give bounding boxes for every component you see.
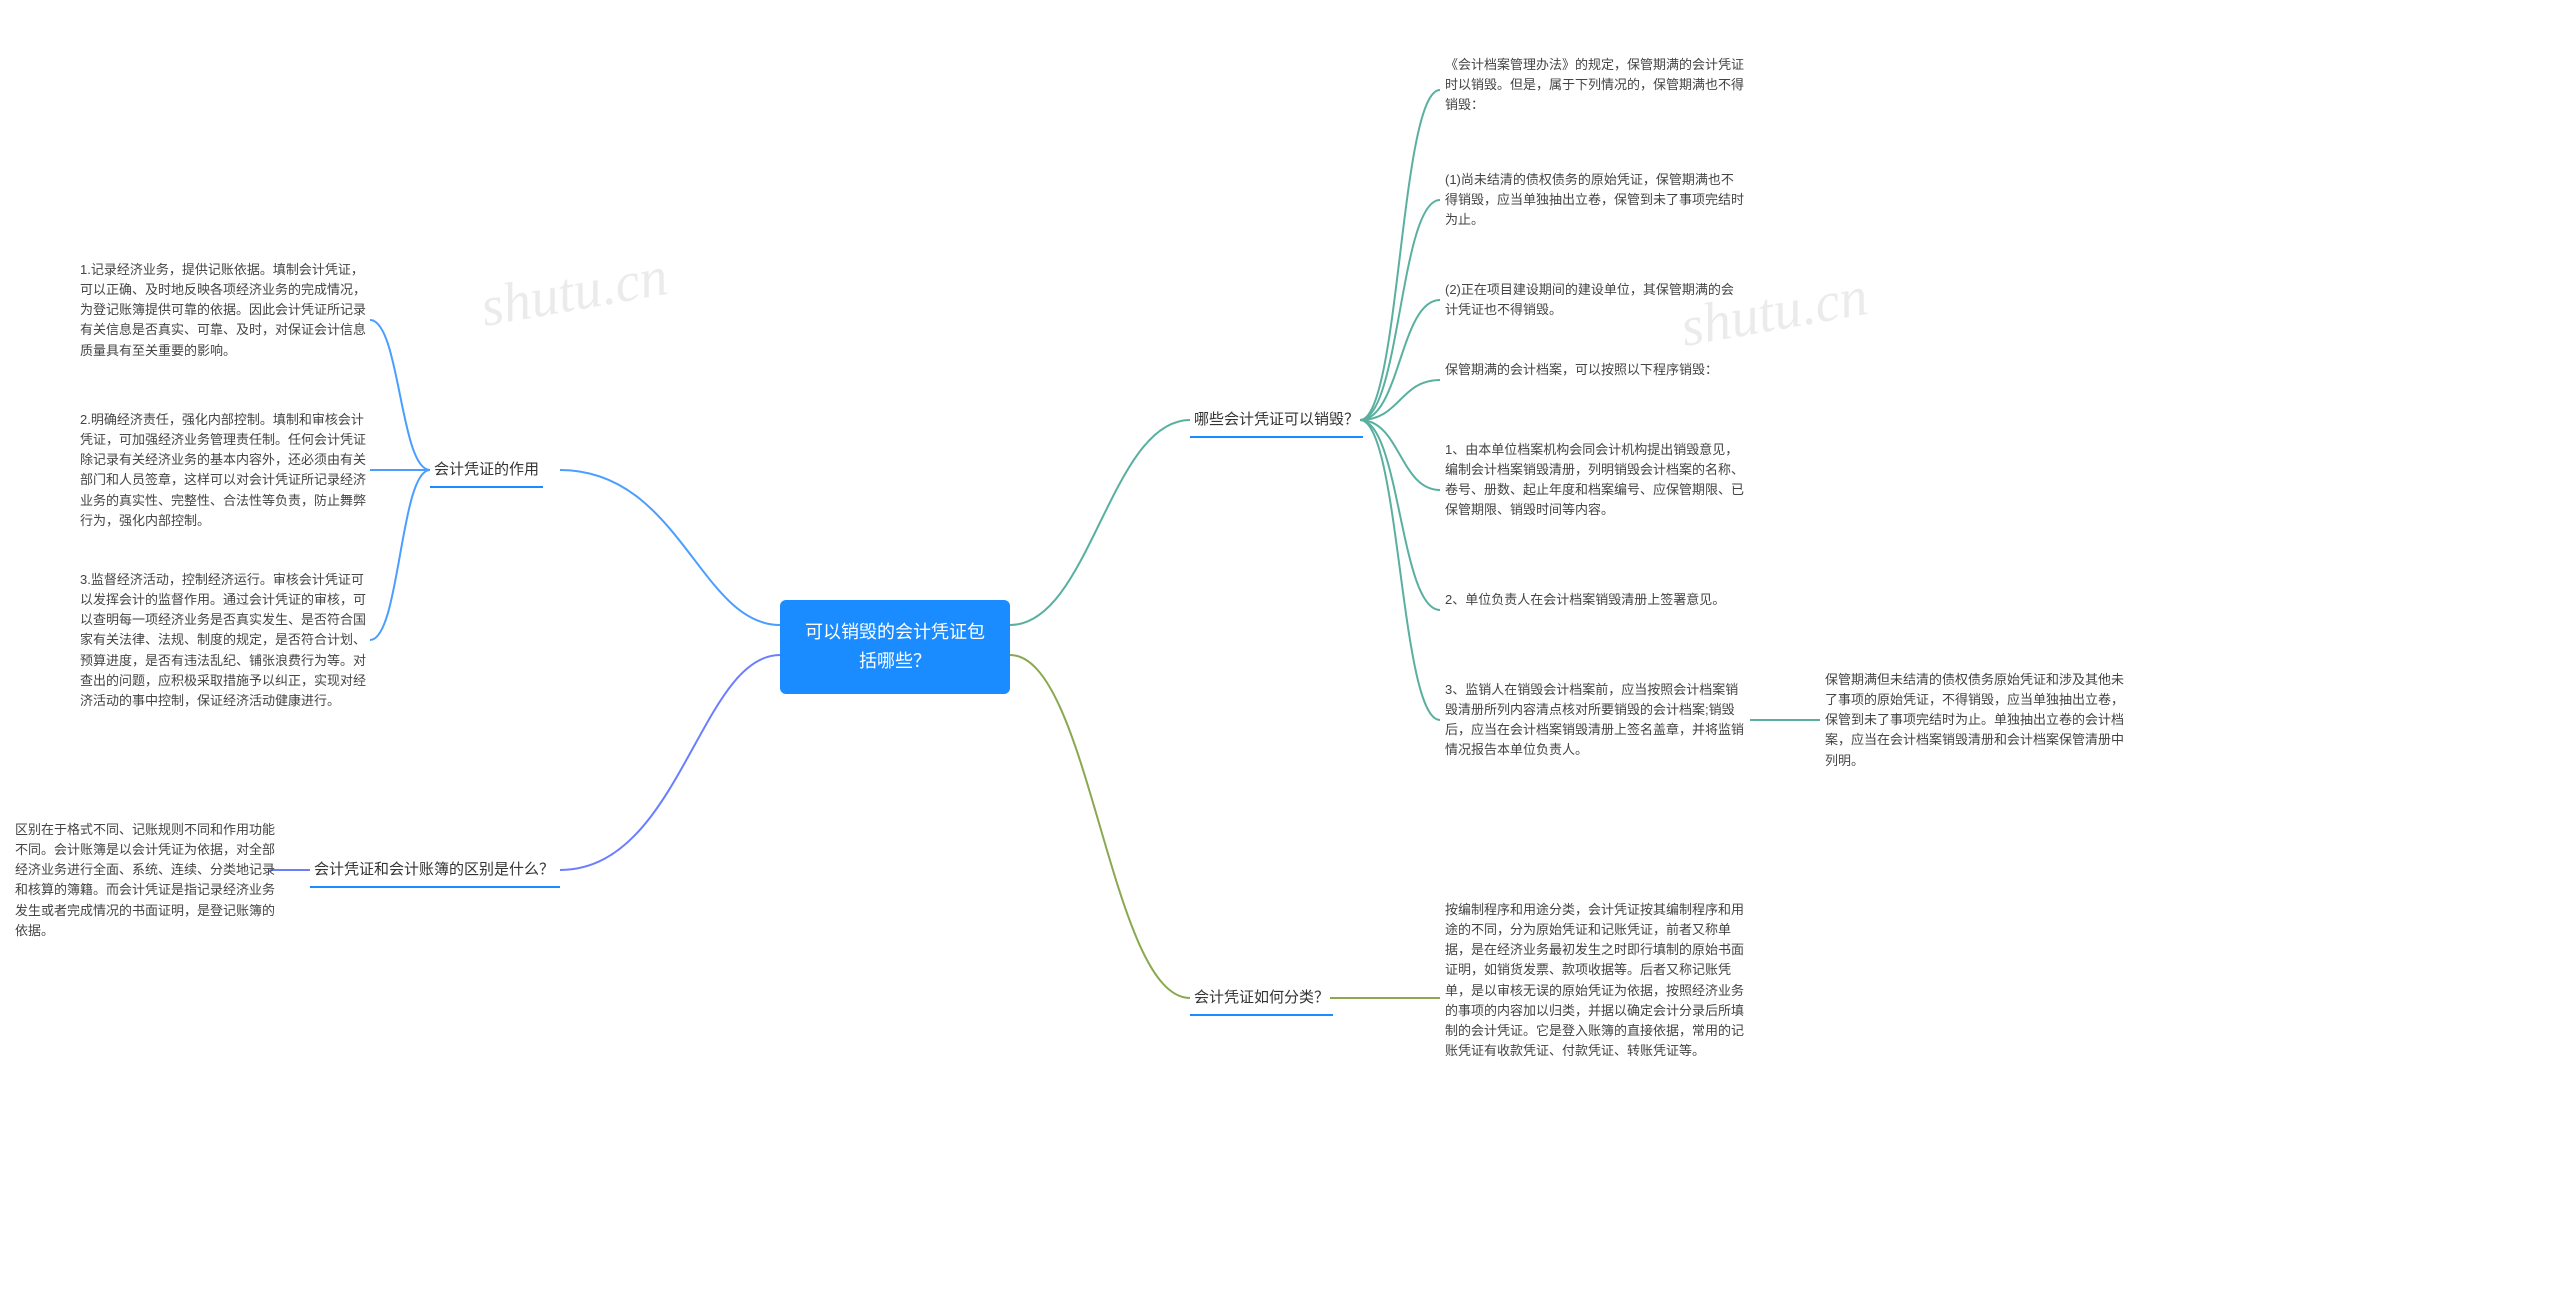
leaf-right-1-6: 2、单位负责人在会计档案销毁清册上签署意见。	[1445, 590, 1745, 610]
branch-label: 会计凭证的作用	[434, 461, 539, 478]
branch-label: 哪些会计凭证可以销毁？	[1194, 411, 1359, 428]
leaf-left-2-1: 区别在于格式不同、记账规则不同和作用功能不同。会计账簿是以会计凭证为依据，对全部…	[15, 820, 285, 941]
leaf-left-1-1: 1.记录经济业务，提供记账依据。填制会计凭证，可以正确、及时地反映各项经济业务的…	[80, 260, 370, 361]
leaf-right-1-3: (2)正在项目建设期间的建设单位，其保管期满的会计凭证也不得销毁。	[1445, 280, 1745, 320]
root-label: 可以销毁的会计凭证包括哪些？	[805, 622, 985, 671]
leaf-text: 3.监督经济活动，控制经济运行。审核会计凭证可以发挥会计的监督作用。通过会计凭证…	[80, 572, 366, 708]
leaf-text: 1.记录经济业务，提供记账依据。填制会计凭证，可以正确、及时地反映各项经济业务的…	[80, 262, 366, 358]
leaf-text: 《会计档案管理办法》的规定，保管期满的会计凭证时以销毁。但是，属于下列情况的，保…	[1445, 57, 1744, 112]
leaf-right-1-2: (1)尚未结清的债权债务的原始凭证，保管期满也不得销毁，应当单独抽出立卷，保管到…	[1445, 170, 1745, 230]
branch-label: 会计凭证如何分类？	[1194, 989, 1329, 1006]
leaf-text: 按编制程序和用途分类，会计凭证按其编制程序和用途的不同，分为原始凭证和记账凭证，…	[1445, 902, 1744, 1058]
watermark: shutu.cn	[476, 244, 672, 340]
leaf-text: 区别在于格式不同、记账规则不同和作用功能不同。会计账簿是以会计凭证为依据，对全部…	[15, 822, 275, 938]
leaf-text: 保管期满但未结清的债权债务原始凭证和涉及其他未了事项的原始凭证，不得销毁，应当单…	[1825, 672, 2124, 768]
leaf-right-2-1: 按编制程序和用途分类，会计凭证按其编制程序和用途的不同，分为原始凭证和记账凭证，…	[1445, 900, 1745, 1061]
leaf-left-1-2: 2.明确经济责任，强化内部控制。填制和审核会计凭证，可加强经济业务管理责任制。任…	[80, 410, 370, 531]
branch-right-2[interactable]: 会计凭证如何分类？	[1190, 980, 1333, 1016]
leaf-left-1-3: 3.监督经济活动，控制经济运行。审核会计凭证可以发挥会计的监督作用。通过会计凭证…	[80, 570, 370, 711]
branch-label: 会计凭证和会计账簿的区别是什么？	[314, 861, 554, 878]
leaf-right-1-4: 保管期满的会计档案，可以按照以下程序销毁：	[1445, 360, 1745, 380]
leaf-right-1-5: 1、由本单位档案机构会同会计机构提出销毁意见，编制会计档案销毁清册，列明销毁会计…	[1445, 440, 1745, 521]
leaf-text: (2)正在项目建设期间的建设单位，其保管期满的会计凭证也不得销毁。	[1445, 282, 1734, 317]
leaf-text: 3、监销人在销毁会计档案前，应当按照会计档案销毁清册所列内容清点核对所要销毁的会…	[1445, 682, 1744, 757]
branch-right-1[interactable]: 哪些会计凭证可以销毁？	[1190, 402, 1363, 438]
leaf-text: (1)尚未结清的债权债务的原始凭证，保管期满也不得销毁，应当单独抽出立卷，保管到…	[1445, 172, 1744, 227]
leaf-text: 2.明确经济责任，强化内部控制。填制和审核会计凭证，可加强经济业务管理责任制。任…	[80, 412, 366, 528]
leaf-text: 1、由本单位档案机构会同会计机构提出销毁意见，编制会计档案销毁清册，列明销毁会计…	[1445, 442, 1744, 517]
leaf-text: 2、单位负责人在会计档案销毁清册上签署意见。	[1445, 592, 1725, 607]
leaf-right-1-1: 《会计档案管理办法》的规定，保管期满的会计凭证时以销毁。但是，属于下列情况的，保…	[1445, 55, 1745, 115]
connector-layer	[0, 0, 2560, 1313]
leaf-text: 保管期满的会计档案，可以按照以下程序销毁：	[1445, 362, 1718, 377]
leaf-right-1-7-sub: 保管期满但未结清的债权债务原始凭证和涉及其他未了事项的原始凭证，不得销毁，应当单…	[1825, 670, 2125, 771]
branch-left-1[interactable]: 会计凭证的作用	[430, 452, 543, 488]
branch-left-2[interactable]: 会计凭证和会计账簿的区别是什么？	[310, 852, 560, 888]
root-node[interactable]: 可以销毁的会计凭证包括哪些？	[780, 600, 1010, 694]
leaf-right-1-7: 3、监销人在销毁会计档案前，应当按照会计档案销毁清册所列内容清点核对所要销毁的会…	[1445, 680, 1745, 761]
